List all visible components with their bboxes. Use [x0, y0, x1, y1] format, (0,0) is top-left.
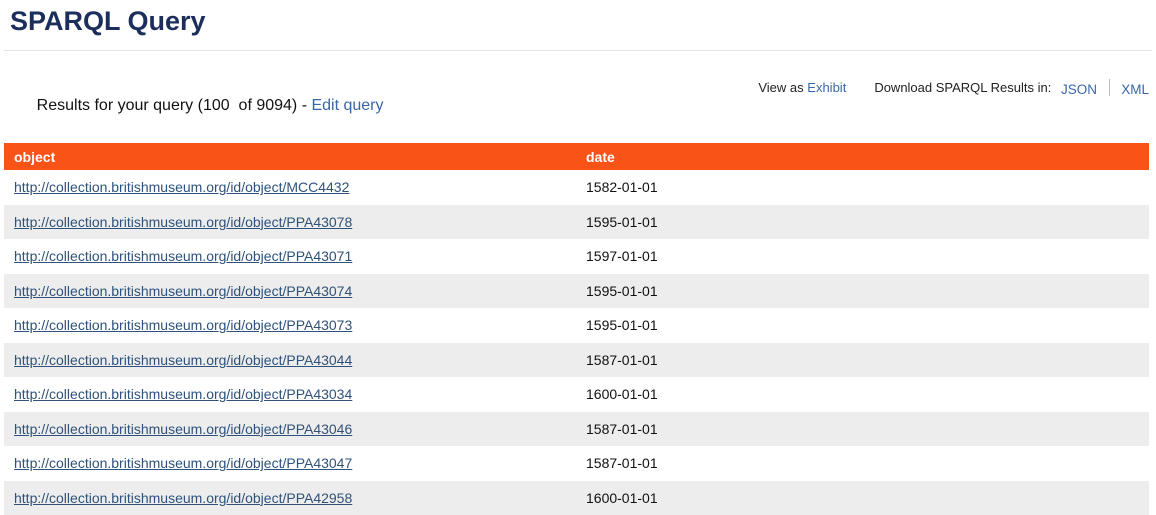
date-value: 1587-01-01	[576, 412, 1149, 447]
object-link[interactable]: http://collection.britishmuseum.org/id/o…	[14, 421, 352, 437]
table-body: http://collection.britishmuseum.org/id/o…	[4, 170, 1149, 515]
link-separator	[1109, 79, 1110, 96]
page-title: SPARQL Query	[10, 6, 1156, 37]
table-row: http://collection.britishmuseum.org/id/o…	[4, 170, 1149, 205]
table-row: http://collection.britishmuseum.org/id/o…	[4, 377, 1149, 412]
date-value: 1595-01-01	[576, 274, 1149, 309]
table-row: http://collection.britishmuseum.org/id/o…	[4, 274, 1149, 309]
date-value: 1600-01-01	[576, 481, 1149, 515]
date-value: 1582-01-01	[576, 170, 1149, 205]
download-label: Download SPARQL Results in:	[874, 80, 1051, 95]
results-bar: Results for your query (100 of 9094) - E…	[10, 75, 1149, 133]
table-row: http://collection.britishmuseum.org/id/o…	[4, 412, 1149, 447]
view-as-group: View as Exhibit	[758, 80, 846, 95]
object-link[interactable]: http://collection.britishmuseum.org/id/o…	[14, 317, 352, 333]
object-link[interactable]: http://collection.britishmuseum.org/id/o…	[14, 179, 349, 195]
results-summary: Results for your query (100 of 9094) - E…	[10, 79, 384, 133]
table-row: http://collection.britishmuseum.org/id/o…	[4, 239, 1149, 274]
json-download-link[interactable]: JSON	[1061, 82, 1097, 97]
table-header-row: object date	[4, 143, 1149, 170]
xml-download-link[interactable]: XML	[1121, 82, 1149, 97]
object-link[interactable]: http://collection.britishmuseum.org/id/o…	[14, 386, 352, 402]
date-value: 1595-01-01	[576, 205, 1149, 240]
results-table: object date http://collection.britishmus…	[4, 143, 1149, 515]
table-row: http://collection.britishmuseum.org/id/o…	[4, 343, 1149, 378]
table-row: http://collection.britishmuseum.org/id/o…	[4, 446, 1149, 481]
view-as-label: View as	[758, 80, 803, 95]
column-header-object: object	[4, 143, 576, 170]
object-link[interactable]: http://collection.britishmuseum.org/id/o…	[14, 248, 352, 264]
column-header-date: date	[576, 143, 1149, 170]
download-group: Download SPARQL Results in: JSON XML	[874, 75, 1149, 95]
results-summary-text: Results for your query (100 of 9094) -	[37, 97, 312, 114]
results-actions: View as Exhibit Download SPARQL Results …	[758, 75, 1149, 95]
date-value: 1587-01-01	[576, 446, 1149, 481]
table-row: http://collection.britishmuseum.org/id/o…	[4, 205, 1149, 240]
object-link[interactable]: http://collection.britishmuseum.org/id/o…	[14, 214, 352, 230]
date-value: 1597-01-01	[576, 239, 1149, 274]
object-link[interactable]: http://collection.britishmuseum.org/id/o…	[14, 352, 352, 368]
exhibit-link[interactable]: Exhibit	[807, 80, 846, 95]
object-link[interactable]: http://collection.britishmuseum.org/id/o…	[14, 455, 352, 471]
edit-query-link[interactable]: Edit query	[311, 97, 383, 114]
title-divider	[4, 50, 1152, 51]
table-row: http://collection.britishmuseum.org/id/o…	[4, 481, 1149, 515]
date-value: 1595-01-01	[576, 308, 1149, 343]
date-value: 1587-01-01	[576, 343, 1149, 378]
object-link[interactable]: http://collection.britishmuseum.org/id/o…	[14, 283, 352, 299]
table-row: http://collection.britishmuseum.org/id/o…	[4, 308, 1149, 343]
date-value: 1600-01-01	[576, 377, 1149, 412]
sparql-results-page: SPARQL Query Results for your query (100…	[0, 6, 1156, 496]
object-link[interactable]: http://collection.britishmuseum.org/id/o…	[14, 490, 352, 506]
